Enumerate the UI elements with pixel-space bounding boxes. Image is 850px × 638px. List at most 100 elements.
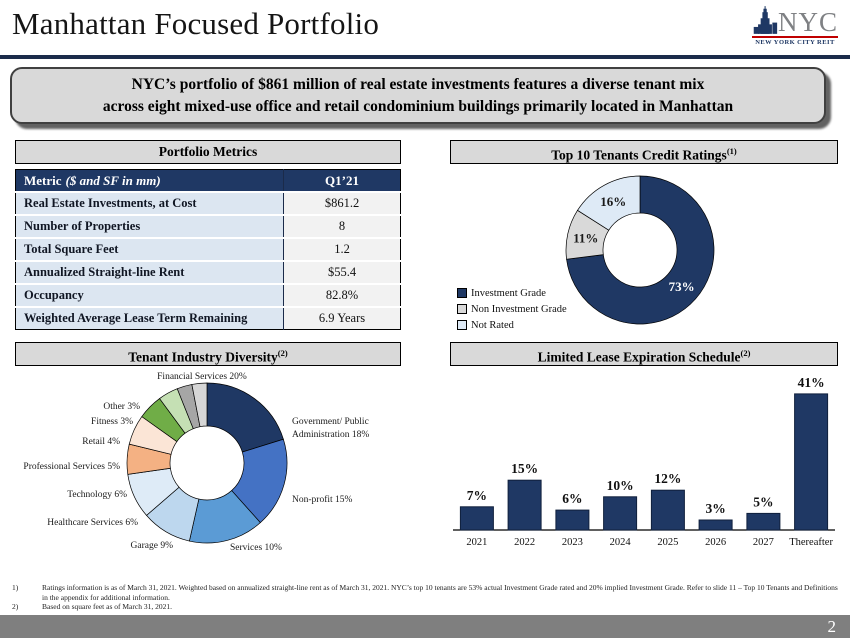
page-title: Manhattan Focused Portfolio	[12, 6, 380, 41]
industry-diversity-header: Tenant Industry Diversity(2)	[15, 342, 401, 366]
bar-2023	[555, 509, 590, 531]
bar-value-label: 6%	[562, 491, 582, 506]
footnote-text: Based on square feet as of March 31, 202…	[42, 602, 172, 611]
credit-ratings-legend: Investment Grade Non Investment Grade Not …	[457, 285, 567, 333]
metric-value: 6.9 Years	[283, 307, 401, 330]
logo-red-rule	[751, 36, 838, 38]
bar-value-label: 7%	[467, 488, 487, 503]
slice-financial-services	[206, 382, 284, 453]
summary-banner: NYC’s portfolio of $861 million of real …	[10, 67, 826, 124]
metric-label: Real Estate Investments, at Cost	[15, 192, 284, 215]
legend-item: Not Rated	[457, 317, 567, 333]
bar-2027	[746, 512, 781, 531]
pie-slice-label: Healthcare Services 6%	[47, 518, 138, 528]
legend-item: Non Investment Grade	[457, 301, 567, 317]
metric-label: Total Square Feet	[15, 238, 284, 261]
bar-2025	[650, 489, 685, 531]
industry-diversity-chart: Financial Services 20% Government/ Public…	[23, 372, 369, 553]
bar-2026	[698, 519, 733, 531]
slice-not-rated	[577, 175, 641, 231]
lease-expiration-header-label: Limited Lease Expiration Schedule	[537, 349, 741, 365]
logo-text: NYC	[777, 7, 838, 37]
pie-slice-label: Technology 6%	[67, 490, 127, 500]
table-header-row: Metric ($ and SF in mm) Q1’21	[15, 169, 401, 192]
pie-slice-label: Non-profit 15%	[292, 494, 353, 505]
legend-swatch	[457, 304, 467, 314]
portfolio-metrics-header-label: Portfolio Metrics	[158, 144, 258, 159]
bar-2024	[603, 496, 638, 531]
slice-value-label: 73%	[669, 279, 695, 294]
logo-row: NYC	[752, 5, 838, 37]
nyc-reit-logo: NYC NEW YORK CITY REIT	[751, 5, 838, 46]
bar-category-label: 2022	[514, 537, 535, 548]
bar-category-label: 2025	[657, 537, 678, 548]
footnote-text: Ratings information is as of March 31, 2…	[42, 583, 838, 602]
bar-value-label: 10%	[607, 478, 634, 493]
metric-value: $861.2	[283, 192, 401, 215]
metric-label: Occupancy	[15, 284, 284, 307]
bar-value-label: 15%	[511, 461, 538, 476]
header-divider	[0, 55, 850, 59]
credit-ratings-footnote-ref: (1)	[726, 146, 737, 156]
metric-column-header: Metric ($ and SF in mm)	[15, 169, 284, 192]
credit-ratings-chart: 73% 11% 16%	[565, 175, 715, 325]
metric-value: $55.4	[283, 261, 401, 284]
table-row: Weighted Average Lease Term Remaining 6.9…	[15, 307, 401, 330]
table-row: Occupancy 82.8%	[15, 284, 401, 307]
bar-2022	[507, 479, 542, 531]
metric-column-note: ($ and SF in mm)	[65, 172, 161, 188]
metric-value: 82.8%	[283, 284, 401, 307]
legend-label: Not Rated	[471, 319, 514, 331]
table-row: Total Square Feet 1.2	[15, 238, 401, 261]
portfolio-metrics-header: Portfolio Metrics	[15, 140, 401, 164]
lease-expiration-header: Limited Lease Expiration Schedule(2)	[450, 342, 838, 366]
table-row: Real Estate Investments, at Cost $861.2	[15, 192, 401, 215]
pie-slice-label: Other 3%	[103, 402, 140, 412]
slice-value-label: 11%	[573, 230, 598, 245]
metric-label: Weighted Average Lease Term Remaining	[15, 307, 284, 330]
pie-slice-label: Professional Services 5%	[23, 461, 120, 472]
page-number: 2	[827, 617, 837, 636]
footer-bar: 2	[0, 615, 850, 638]
legend-swatch	[457, 320, 467, 330]
metric-value: 8	[283, 215, 401, 238]
bar-value-label: 3%	[705, 501, 725, 516]
period-column-header: Q1’21	[283, 169, 401, 192]
table-row: Number of Properties 8	[15, 215, 401, 238]
industry-diversity-footnote-ref: (2)	[277, 348, 288, 358]
lease-expiration-footnote-ref: (2)	[740, 348, 751, 358]
metric-label: Annualized Straight-line Rent	[15, 261, 284, 284]
banner-line-1: NYC’s portfolio of $861 million of real …	[131, 76, 705, 93]
slice-value-label: 16%	[600, 194, 626, 209]
metric-value: 1.2	[283, 238, 401, 261]
footnotes: 1) Ratings information is as of March 31,…	[8, 583, 842, 612]
metric-label: Number of Properties	[15, 215, 284, 238]
industry-diversity-header-label: Tenant Industry Diversity	[128, 349, 278, 365]
bar-category-label: Thereafter	[789, 537, 833, 548]
pie-slice-label: Garage 9%	[131, 541, 174, 551]
legend-swatch	[457, 288, 467, 298]
bar-value-label: 5%	[753, 494, 773, 509]
bar-value-label: 12%	[654, 471, 681, 486]
legend-label: Investment Grade	[471, 287, 546, 299]
pie-slice-label: Administration 18%	[292, 430, 369, 440]
pie-slice-label: Government/ Public	[292, 417, 369, 427]
bar-thereafter	[794, 393, 829, 531]
footnote-number: 2)	[12, 602, 19, 611]
bar-category-label: 2023	[562, 537, 583, 548]
footnote: 1) Ratings information is as of March 31,…	[8, 583, 842, 602]
bar-value-label: 41%	[798, 375, 825, 390]
footnote: 2) Based on square feet as of March 31, 2…	[8, 602, 842, 612]
banner-line-2: across eight mixed-use office and retail…	[102, 98, 734, 115]
legend-label: Non Investment Grade	[471, 303, 567, 315]
pie-slice-label: Financial Services 20%	[157, 372, 247, 382]
bar-category-label: 2024	[610, 537, 632, 548]
bar-category-label: 2027	[753, 537, 774, 548]
bar-2021	[459, 506, 494, 531]
portfolio-metrics-table: Metric ($ and SF in mm) Q1’21 Real Estate…	[15, 169, 401, 330]
credit-ratings-header: Top 10 Tenants Credit Ratings(1)	[450, 140, 838, 164]
slice-investment-grade	[566, 175, 715, 325]
nyc-skyline-icon	[753, 6, 778, 34]
logo-subtext: NEW YORK CITY REIT	[755, 39, 835, 46]
